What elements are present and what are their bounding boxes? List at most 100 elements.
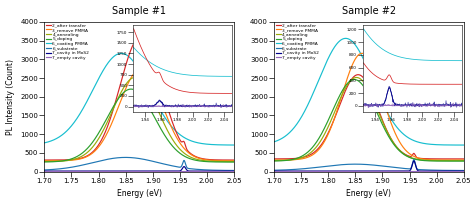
5_doping [351,78,357,81]
7_cavity in MoS2 [166,170,171,172]
7_empty cavity [395,170,401,173]
2_after transfer [317,144,323,147]
4_annealing [395,148,401,151]
Line: 5_doping: 5_doping [274,80,463,161]
5_doping [41,161,47,163]
3_remove PMMA [330,118,336,121]
6_coating PMMA [118,52,124,54]
7_empty cavity [460,170,466,173]
3_remove PMMA [88,153,93,156]
7_cavity in MoS2 [460,170,466,172]
3_remove PMMA [230,160,236,162]
6_coating PMMA [189,140,195,142]
6_substrate [410,158,416,161]
7_cavity in MoS2 [271,170,277,172]
6_substrate [395,167,401,169]
3_remove PMMA [166,121,171,123]
7_cavity in MoS2 [101,170,107,172]
5_doping [324,120,330,123]
5_doping [460,160,466,162]
6_substrate [317,166,323,168]
4_annealing [441,159,447,162]
5_doping [166,141,171,143]
2_after transfer [189,153,195,156]
Legend: 2_after transfer, 3_remove PMMA, 4_annealing, 5_doping, 6_coating PMMA, 6_substr: 2_after transfer, 3_remove PMMA, 4_annea… [275,23,319,60]
Line: 3_remove PMMA: 3_remove PMMA [274,53,463,160]
5_doping [189,158,195,161]
7_cavity in MoS2 [88,170,93,172]
2_after transfer [395,148,401,151]
4_annealing [41,160,47,163]
X-axis label: Energy (eV): Energy (eV) [346,190,391,198]
5_doping [128,88,134,90]
2_after transfer [166,111,171,113]
3_remove PMMA [317,146,323,149]
4_annealing [101,127,107,130]
3_remove PMMA [441,159,447,161]
7_cavity in MoS2 [189,170,195,172]
6_substrate [230,169,236,172]
5_doping [95,133,100,136]
6_coating PMMA [330,47,336,49]
7_cavity in MoS2 [324,170,330,172]
7_cavity in MoS2 [441,170,447,172]
6_coating PMMA [418,142,424,144]
5_doping [271,160,277,162]
Title: Sample #1: Sample #1 [112,6,166,16]
Line: 2_after transfer: 2_after transfer [274,75,463,159]
7_empty cavity [230,170,236,173]
Line: 4_annealing: 4_annealing [274,78,463,161]
6_coating PMMA [41,142,47,144]
Line: 6_coating PMMA: 6_coating PMMA [274,38,463,145]
6_substrate [41,169,47,171]
4_annealing [132,76,138,79]
4_annealing [88,148,93,150]
4_annealing [353,76,359,79]
4_annealing [418,159,424,161]
7_empty cavity [418,170,424,173]
X-axis label: Energy (eV): Energy (eV) [116,190,161,198]
Line: 6_coating PMMA: 6_coating PMMA [44,53,233,145]
5_doping [230,161,236,163]
5_doping [317,134,323,137]
3_remove PMMA [460,159,466,161]
6_substrate [189,168,195,170]
6_coating PMMA [342,37,348,40]
4_annealing [271,159,277,162]
5_doping [101,122,107,124]
3_remove PMMA [358,52,364,54]
6_substrate [441,169,447,172]
5_doping [212,161,218,163]
3_remove PMMA [189,154,195,156]
6_substrate [88,162,93,164]
Y-axis label: PL Intensity (Count): PL Intensity (Count) [6,59,15,135]
7_empty cavity [95,170,100,173]
7_cavity in MoS2 [181,165,187,168]
Line: 4_annealing: 4_annealing [44,77,233,162]
Line: 2_after transfer: 2_after transfer [44,37,233,160]
Line: 5_doping: 5_doping [44,89,233,162]
5_doping [395,149,401,152]
4_annealing [212,160,218,163]
2_after transfer [138,35,143,38]
3_remove PMMA [324,134,330,137]
7_cavity in MoS2 [95,170,100,172]
3_remove PMMA [41,160,47,162]
2_after transfer [212,159,218,161]
Line: 7_cavity in MoS2: 7_cavity in MoS2 [274,161,463,171]
7_empty cavity [101,170,107,173]
5_doping [441,160,447,162]
2_after transfer [41,159,47,161]
6_substrate [460,169,466,172]
7_empty cavity [317,170,323,173]
4_annealing [189,157,195,159]
7_cavity in MoS2 [395,170,401,172]
2_after transfer [324,133,330,135]
2_after transfer [230,159,236,161]
3_remove PMMA [418,158,424,160]
6_substrate [330,164,336,167]
2_after transfer [95,145,100,147]
7_cavity in MoS2 [212,170,218,172]
2_after transfer [101,133,107,136]
4_annealing [166,132,171,135]
